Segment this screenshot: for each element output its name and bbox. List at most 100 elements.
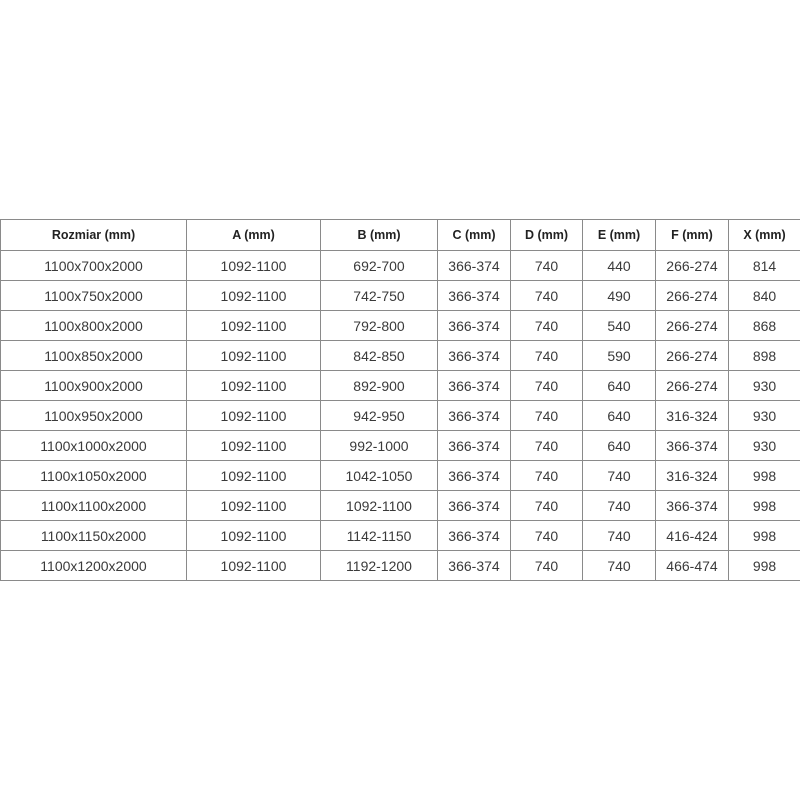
table-cell: 440 (582, 250, 656, 281)
table-row: 1100x950x2000 1092-1100 942-950 366-374 740 6… (0, 400, 800, 431)
table-cell: 266-274 (655, 250, 729, 281)
table-cell: 366-374 (437, 280, 511, 311)
table-cell: 266-274 (655, 280, 729, 311)
table-cell: 740 (510, 370, 583, 401)
table-cell: 1100x800x2000 (0, 310, 187, 341)
table-cell: 740 (582, 520, 656, 551)
table-cell: 930 (728, 430, 800, 461)
table-cell: 1100x750x2000 (0, 280, 187, 311)
table-row: 1100x1000x2000 1092-1100 992-1000 366-374 74… (0, 430, 800, 461)
table-row: 1100x800x2000 1092-1100 792-800 366-374 740 5… (0, 310, 800, 341)
table-cell: 366-374 (437, 400, 511, 431)
table-cell: 998 (728, 490, 800, 521)
table-row: 1100x850x2000 1092-1100 842-850 366-374 740 5… (0, 340, 800, 371)
column-header: X (mm) (728, 219, 800, 251)
table-row: 1100x1200x2000 1092-1100 1192-1200 366-374 7… (0, 550, 800, 581)
table-cell: 366-374 (437, 460, 511, 491)
table-cell: 266-274 (655, 370, 729, 401)
table-cell: 740 (510, 430, 583, 461)
table-cell: 1100x1200x2000 (0, 550, 187, 581)
table-cell: 366-374 (437, 430, 511, 461)
column-header: Rozmiar (mm) (0, 219, 187, 251)
table-cell: 814 (728, 250, 800, 281)
table-cell: 1092-1100 (186, 340, 321, 371)
table-cell: 590 (582, 340, 656, 371)
table-cell: 1192-1200 (320, 550, 438, 581)
table-cell: 640 (582, 430, 656, 461)
table-cell: 740 (510, 340, 583, 371)
table-cell: 692-700 (320, 250, 438, 281)
table-cell: 266-274 (655, 310, 729, 341)
table-cell: 1092-1100 (186, 520, 321, 551)
table-cell: 366-374 (437, 490, 511, 521)
table-cell: 1042-1050 (320, 460, 438, 491)
table-row: 1100x1150x2000 1092-1100 1142-1150 366-374 7… (0, 520, 800, 551)
table-cell: 740 (510, 250, 583, 281)
column-header: F (mm) (655, 219, 729, 251)
table-cell: 1092-1100 (186, 550, 321, 581)
table-cell: 740 (510, 280, 583, 311)
table-cell: 1100x950x2000 (0, 400, 187, 431)
table-cell: 316-324 (655, 460, 729, 491)
table-cell: 740 (510, 310, 583, 341)
table-cell: 640 (582, 370, 656, 401)
table-cell: 740 (510, 400, 583, 431)
table-row: 1100x900x2000 1092-1100 892-900 366-374 740 6… (0, 370, 800, 401)
table-cell: 490 (582, 280, 656, 311)
table-cell: 540 (582, 310, 656, 341)
column-header: C (mm) (437, 219, 511, 251)
table-cell: 366-374 (437, 550, 511, 581)
table-cell: 1092-1100 (186, 430, 321, 461)
table-cell: 1092-1100 (186, 310, 321, 341)
table-cell: 640 (582, 400, 656, 431)
table-cell: 366-374 (437, 250, 511, 281)
table-cell: 366-374 (655, 430, 729, 461)
table-cell: 898 (728, 340, 800, 371)
dimensions-table: Rozmiar (mm) A (mm) B (mm) C (mm) D (mm) E (m… (0, 219, 800, 581)
table-cell: 1100x1050x2000 (0, 460, 187, 491)
column-header: A (mm) (186, 219, 321, 251)
table-cell: 740 (510, 460, 583, 491)
table-cell: 740 (582, 460, 656, 491)
table-cell: 992-1000 (320, 430, 438, 461)
table-cell: 1092-1100 (186, 490, 321, 521)
table-cell: 366-374 (437, 520, 511, 551)
table-cell: 942-950 (320, 400, 438, 431)
table-cell: 1092-1100 (186, 400, 321, 431)
column-header: E (mm) (582, 219, 656, 251)
table-cell: 892-900 (320, 370, 438, 401)
table-cell: 1100x1000x2000 (0, 430, 187, 461)
table-row: 1100x1050x2000 1092-1100 1042-1050 366-374 7… (0, 460, 800, 491)
table-cell: 998 (728, 520, 800, 551)
table-cell: 740 (510, 520, 583, 551)
table-cell: 1092-1100 (186, 370, 321, 401)
table-cell: 740 (582, 490, 656, 521)
table-cell: 868 (728, 310, 800, 341)
table-cell: 1092-1100 (186, 250, 321, 281)
table-cell: 998 (728, 550, 800, 581)
table-row: 1100x750x2000 1092-1100 742-750 366-374 740 4… (0, 280, 800, 311)
column-header: B (mm) (320, 219, 438, 251)
table-cell: 1100x700x2000 (0, 250, 187, 281)
table-cell: 930 (728, 370, 800, 401)
table-cell: 1142-1150 (320, 520, 438, 551)
table-cell: 366-374 (437, 370, 511, 401)
table-cell: 792-800 (320, 310, 438, 341)
table-cell: 930 (728, 400, 800, 431)
table-cell: 840 (728, 280, 800, 311)
table-cell: 742-750 (320, 280, 438, 311)
column-header: D (mm) (510, 219, 583, 251)
table-cell: 740 (510, 550, 583, 581)
table-cell: 740 (510, 490, 583, 521)
table-header-row: Rozmiar (mm) A (mm) B (mm) C (mm) D (mm) E (m… (0, 219, 800, 251)
table-cell: 1092-1100 (186, 460, 321, 491)
table-row: 1100x1100x2000 1092-1100 1092-1100 366-374 7… (0, 490, 800, 521)
table-cell: 740 (582, 550, 656, 581)
table-cell: 1100x1150x2000 (0, 520, 187, 551)
table-cell: 366-374 (437, 310, 511, 341)
table-cell: 1092-1100 (186, 280, 321, 311)
table-cell: 316-324 (655, 400, 729, 431)
table-cell: 1100x850x2000 (0, 340, 187, 371)
table-cell: 998 (728, 460, 800, 491)
table-cell: 266-274 (655, 340, 729, 371)
